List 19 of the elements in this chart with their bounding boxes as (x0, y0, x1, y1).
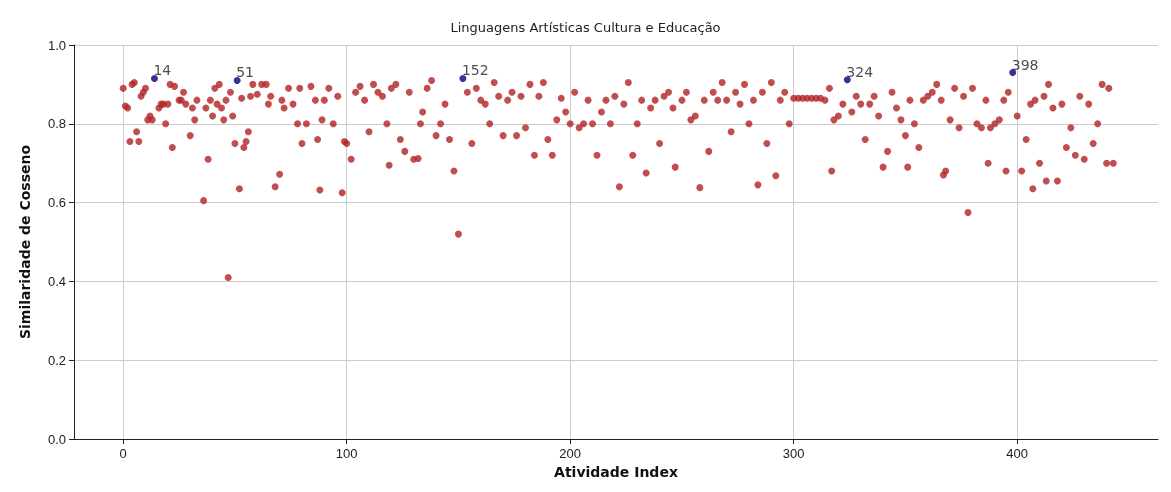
x-tick-label: 200 (559, 446, 582, 461)
y-tick-label: 0.4 (47, 273, 66, 289)
annotation: 14 (153, 62, 172, 79)
x-tick-label: 300 (782, 446, 805, 461)
annotation: 152 (461, 62, 489, 79)
x-tick-label: 0 (119, 446, 127, 461)
x-tick-label: 400 (1006, 446, 1029, 461)
y-tick-label: 0.6 (47, 195, 66, 211)
y-tick-label: 1.0 (47, 37, 66, 53)
y-axis-title: Similaridade de Cosseno (17, 144, 33, 340)
annotation: 51 (236, 64, 254, 81)
x-axis-title: Atividade Index (554, 464, 678, 480)
y-tick-label: 0.2 (47, 352, 66, 368)
y-tick-label: 0.8 (47, 116, 66, 132)
chart-title: Linguagens Artísticas Cultura e Educação (450, 20, 721, 35)
annotation: 324 (846, 63, 874, 80)
y-tick-label: 0.0 (47, 431, 66, 447)
annotation: 398 (1011, 56, 1039, 73)
x-tick-label: 100 (335, 446, 358, 461)
